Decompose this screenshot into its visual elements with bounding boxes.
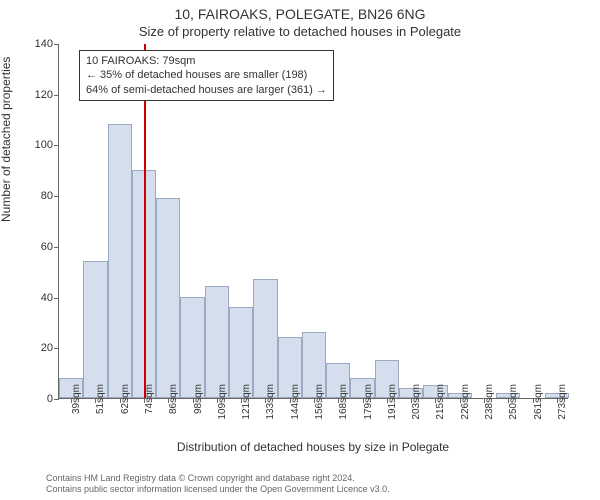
- x-tick-label: 144sqm: [290, 384, 301, 424]
- histogram-bar: [156, 198, 180, 398]
- footer-line2: Contains public sector information licen…: [46, 484, 390, 496]
- infobox-line2: ← 35% of detached houses are smaller (19…: [86, 68, 327, 82]
- plot-area: 02040608010012014039sqm51sqm62sqm74sqm86…: [58, 44, 568, 399]
- y-tick-label: 60: [23, 241, 53, 253]
- x-tick-label: 39sqm: [71, 384, 82, 424]
- y-tick-label: 0: [23, 393, 53, 405]
- x-tick-label: 250sqm: [508, 384, 519, 424]
- chart-title-main: 10, FAIROAKS, POLEGATE, BN26 6NG: [0, 6, 600, 22]
- y-tick-label: 20: [23, 342, 53, 354]
- y-tick: [54, 196, 59, 197]
- x-tick-label: 238sqm: [484, 384, 495, 424]
- infobox-line3: 64% of semi-detached houses are larger (…: [86, 83, 327, 97]
- marker-info-box: 10 FAIROAKS: 79sqm ← 35% of detached hou…: [79, 50, 334, 101]
- x-tick-label: 203sqm: [411, 384, 422, 424]
- histogram-bar: [180, 297, 204, 398]
- histogram-bar: [108, 124, 132, 398]
- x-tick-label: 168sqm: [338, 384, 349, 424]
- x-tick-label: 191sqm: [387, 384, 398, 424]
- y-tick-label: 120: [23, 89, 53, 101]
- x-tick-label: 51sqm: [95, 384, 106, 424]
- histogram-bar: [205, 286, 229, 398]
- y-tick: [54, 95, 59, 96]
- x-tick-label: 74sqm: [144, 384, 155, 424]
- y-tick-label: 40: [23, 292, 53, 304]
- footer-credits: Contains HM Land Registry data © Crown c…: [46, 473, 390, 496]
- footer-line1: Contains HM Land Registry data © Crown c…: [46, 473, 390, 485]
- x-tick-label: 156sqm: [314, 384, 325, 424]
- chart-title-sub: Size of property relative to detached ho…: [0, 24, 600, 39]
- histogram-bar: [83, 261, 107, 398]
- infobox-line1: 10 FAIROAKS: 79sqm: [86, 54, 327, 68]
- x-tick-label: 86sqm: [168, 384, 179, 424]
- y-tick: [54, 145, 59, 146]
- x-tick-label: 215sqm: [435, 384, 446, 424]
- y-axis-label: Number of detached properties: [0, 57, 13, 222]
- x-tick-label: 121sqm: [241, 384, 252, 424]
- x-tick-label: 109sqm: [217, 384, 228, 424]
- x-tick-label: 261sqm: [533, 384, 544, 424]
- x-tick-label: 179sqm: [363, 384, 374, 424]
- y-tick: [54, 348, 59, 349]
- x-tick-label: 273sqm: [557, 384, 568, 424]
- y-tick: [54, 44, 59, 45]
- y-tick-label: 140: [23, 38, 53, 50]
- y-tick: [54, 298, 59, 299]
- x-tick-label: 226sqm: [460, 384, 471, 424]
- y-tick: [54, 399, 59, 400]
- x-tick-label: 62sqm: [120, 384, 131, 424]
- x-axis-label: Distribution of detached houses by size …: [58, 440, 568, 454]
- y-tick-label: 100: [23, 139, 53, 151]
- histogram-bar: [253, 279, 277, 398]
- x-tick-label: 98sqm: [193, 384, 204, 424]
- x-tick-label: 133sqm: [265, 384, 276, 424]
- chart-container: 10, FAIROAKS, POLEGATE, BN26 6NG Size of…: [0, 0, 600, 500]
- y-tick: [54, 247, 59, 248]
- y-tick-label: 80: [23, 190, 53, 202]
